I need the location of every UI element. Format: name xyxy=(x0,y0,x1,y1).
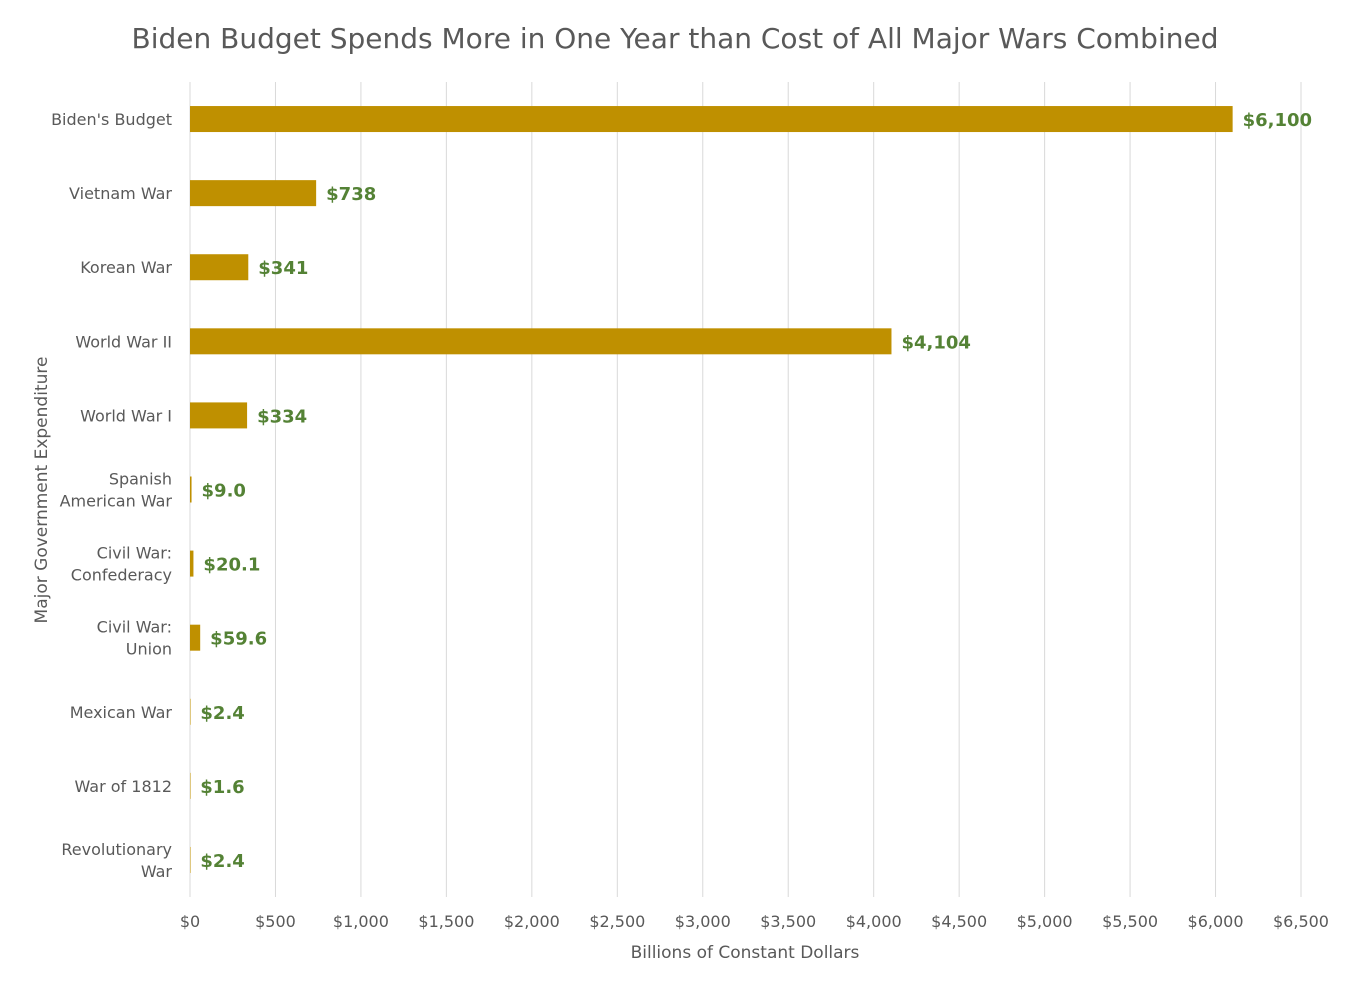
data-label: $9.0 xyxy=(202,481,246,502)
bar xyxy=(190,180,317,207)
category-label: Spanish xyxy=(109,470,172,489)
category-label: Civil War: xyxy=(97,544,172,563)
category-label: Vietnam War xyxy=(69,184,172,203)
category-label: Civil War: xyxy=(97,618,172,637)
data-label: $341 xyxy=(258,258,308,279)
x-tick-label: $6,000 xyxy=(1188,912,1244,931)
bar xyxy=(190,698,191,725)
x-tick-label: $4,500 xyxy=(931,912,987,931)
bar xyxy=(190,402,248,429)
bar xyxy=(190,846,191,873)
data-label: $738 xyxy=(326,184,376,205)
x-tick-label: $4,000 xyxy=(846,912,902,931)
category-label: Union xyxy=(126,640,172,659)
bar xyxy=(190,106,1233,133)
category-label: World War II xyxy=(75,332,172,351)
data-label: $334 xyxy=(257,406,307,427)
data-label: $1.6 xyxy=(200,777,244,798)
x-tick-label: $500 xyxy=(255,912,296,931)
category-label: Confederacy xyxy=(71,566,172,585)
x-tick-label: $3,000 xyxy=(675,912,731,931)
bar xyxy=(190,328,892,355)
category-label: Korean War xyxy=(80,258,172,277)
category-label: Mexican War xyxy=(70,703,173,722)
x-tick-label: $0 xyxy=(180,912,200,931)
x-tick-label: $3,500 xyxy=(760,912,816,931)
x-axis-title: Billions of Constant Dollars xyxy=(631,943,860,963)
x-tick-label: $5,500 xyxy=(1102,912,1158,931)
y-axis-title: Major Government Expenditure xyxy=(32,357,52,624)
data-label: $2.4 xyxy=(200,851,244,872)
data-label: $2.4 xyxy=(200,703,244,724)
data-label: $4,104 xyxy=(901,332,970,353)
data-label: $20.1 xyxy=(203,555,260,576)
category-label: Revolutionary xyxy=(61,840,172,859)
category-label: World War I xyxy=(80,406,172,425)
bar xyxy=(190,624,201,651)
x-tick-label: $5,000 xyxy=(1017,912,1073,931)
bar xyxy=(190,772,191,799)
bar xyxy=(190,550,194,577)
category-label: American War xyxy=(60,492,173,511)
data-label: $6,100 xyxy=(1243,110,1312,131)
x-tick-label: $2,000 xyxy=(504,912,560,931)
x-tick-label: $2,500 xyxy=(589,912,645,931)
category-label: War of 1812 xyxy=(75,777,173,796)
bar xyxy=(190,254,249,281)
x-tick-label: $6,500 xyxy=(1273,912,1329,931)
bar xyxy=(190,476,192,503)
category-label: War xyxy=(141,862,173,881)
chart-title: Biden Budget Spends More in One Year tha… xyxy=(132,22,1219,55)
x-tick-label: $1,500 xyxy=(418,912,474,931)
x-tick-label: $1,000 xyxy=(333,912,389,931)
data-label: $59.6 xyxy=(210,629,267,650)
category-label: Biden's Budget xyxy=(51,110,172,129)
